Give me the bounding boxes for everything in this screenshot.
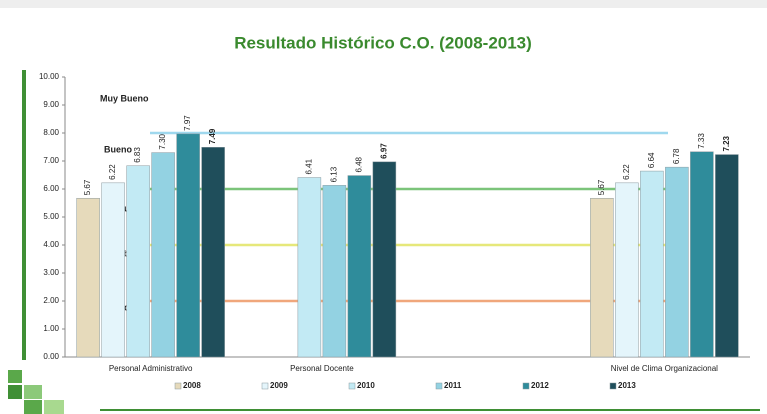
chart-title: Resultado Histórico C.O. (2008-2013) xyxy=(234,33,532,52)
bar xyxy=(615,182,639,358)
value-label: 6.97 xyxy=(379,143,388,159)
bar xyxy=(126,165,150,358)
bar xyxy=(347,175,372,358)
y-tick-label: 3.00 xyxy=(43,268,59,277)
legend-label: 2013 xyxy=(618,381,636,390)
top-strip xyxy=(0,0,767,8)
bar xyxy=(297,177,322,358)
value-label: 7.30 xyxy=(158,133,167,149)
legend-label: 2010 xyxy=(357,381,375,390)
x-tick-label: Personal Docente xyxy=(290,364,354,373)
deco-square xyxy=(8,370,22,383)
y-tick-label: 10.00 xyxy=(39,72,60,81)
y-tick-label: 6.00 xyxy=(43,184,59,193)
legend-swatch xyxy=(261,382,269,390)
band-label: Bueno xyxy=(104,144,133,154)
legend-label: 2012 xyxy=(531,381,549,390)
x-tick-label: Nivel de Clima Organizacional xyxy=(611,364,718,373)
legend-swatch xyxy=(348,382,356,390)
legend-label: 2008 xyxy=(183,381,201,390)
bar xyxy=(101,182,125,358)
value-label: 5.67 xyxy=(597,179,606,195)
bar xyxy=(201,147,225,358)
y-tick-label: 8.00 xyxy=(43,128,59,137)
y-tick-label: 4.00 xyxy=(43,240,59,249)
y-tick-label: 1.00 xyxy=(43,324,59,333)
bar xyxy=(76,197,100,358)
deco-square xyxy=(8,385,22,399)
value-label: 6.22 xyxy=(622,164,631,180)
value-label: 7.33 xyxy=(697,133,706,149)
deco-square xyxy=(24,400,42,414)
legend-label: 2009 xyxy=(270,381,288,390)
x-tick-label: Personal Administrativo xyxy=(109,364,193,373)
bar xyxy=(151,152,175,358)
value-label: 6.22 xyxy=(108,164,117,180)
y-tick-label: 5.00 xyxy=(43,212,59,221)
value-label: 7.23 xyxy=(722,135,731,151)
bar xyxy=(640,170,664,358)
value-label: 6.64 xyxy=(647,152,656,168)
deco-square xyxy=(44,400,64,414)
bar xyxy=(690,151,714,358)
bar xyxy=(372,161,397,358)
deco-square xyxy=(24,385,42,399)
value-label: 6.41 xyxy=(304,158,313,174)
bar xyxy=(322,185,347,358)
legend-swatch xyxy=(522,382,530,390)
value-label: 5.67 xyxy=(83,179,92,195)
bar xyxy=(665,166,689,358)
y-tick-label: 9.00 xyxy=(43,100,59,109)
bottom-line xyxy=(100,409,760,411)
value-label: 7.97 xyxy=(183,115,192,131)
bar xyxy=(590,197,614,358)
value-label: 6.48 xyxy=(354,156,363,172)
value-label: 6.13 xyxy=(329,166,338,182)
legend-swatch xyxy=(174,382,182,390)
value-label: 6.78 xyxy=(672,148,681,164)
y-tick-label: 0.00 xyxy=(43,352,59,361)
bar xyxy=(176,133,200,358)
y-tick-label: 7.00 xyxy=(43,156,59,165)
value-label: 7.49 xyxy=(208,128,217,144)
legend-label: 2011 xyxy=(444,381,462,390)
legend-swatch xyxy=(609,382,617,390)
side-bar xyxy=(22,70,26,360)
bar xyxy=(715,154,739,358)
value-label: 6.83 xyxy=(133,147,142,163)
legend-swatch xyxy=(435,382,443,390)
band-label: Muy Bueno xyxy=(100,93,149,103)
y-tick-label: 2.00 xyxy=(43,296,59,305)
